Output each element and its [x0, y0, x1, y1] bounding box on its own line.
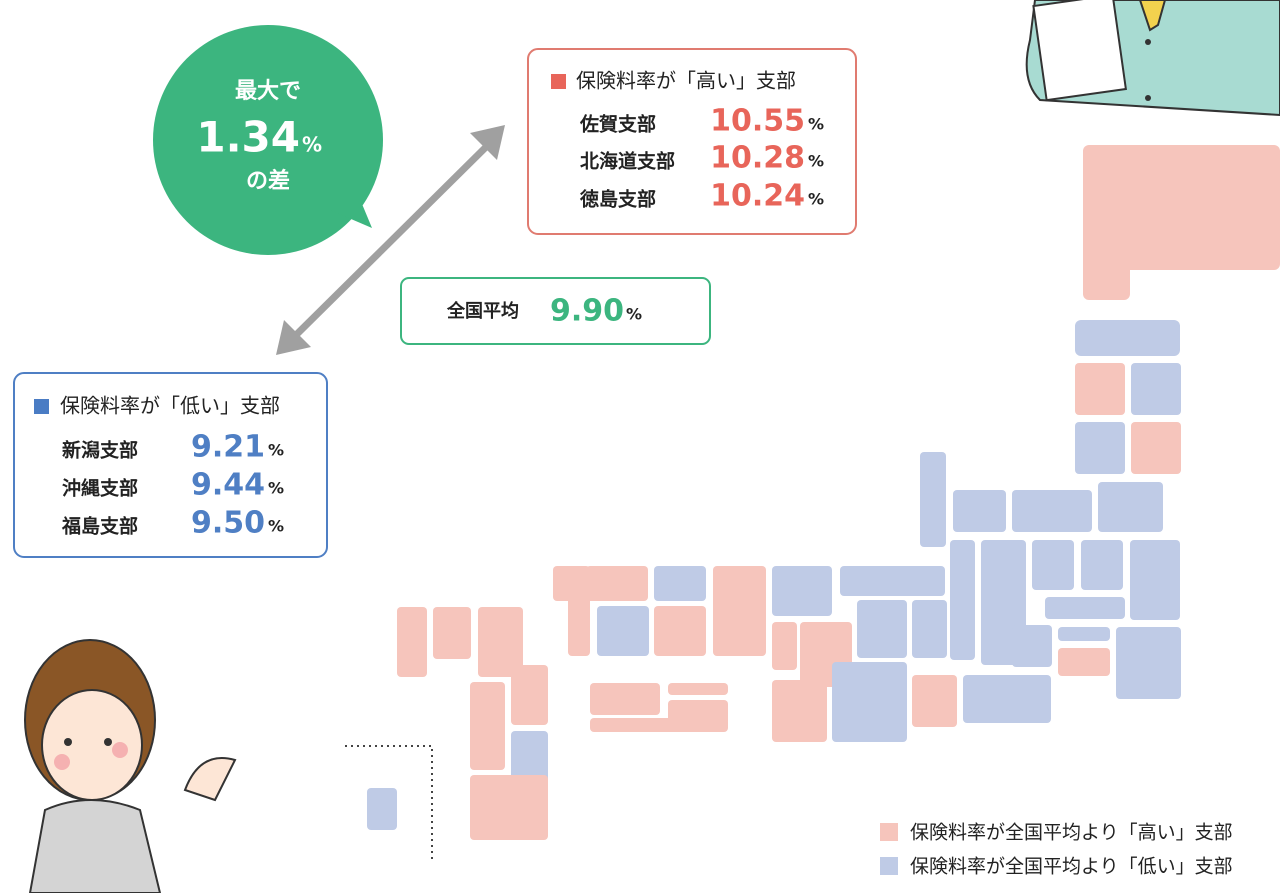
high-box: 保険料率が「高い」支部	[527, 48, 857, 235]
branch-unit: %	[808, 152, 824, 171]
low-box: 保険料率が「低い」支部	[13, 372, 328, 558]
callout-unit: %	[302, 133, 322, 157]
branch-rate: 10.24	[710, 179, 805, 214]
branch-unit: %	[268, 479, 284, 498]
branch-name: 沖縄支部	[62, 477, 138, 500]
difference-arrow	[276, 125, 505, 355]
branch-name: 新潟支部	[62, 439, 138, 462]
branch-unit: %	[268, 517, 284, 536]
low-title: 保険料率が「低い」支部	[60, 394, 280, 418]
branch-rate: 9.44	[191, 468, 265, 503]
branch-rate: 9.21	[191, 430, 265, 465]
branch-name: 佐賀支部	[579, 113, 656, 136]
average-label: 全国平均	[446, 300, 519, 322]
high-title: 保険料率が「高い」支部	[576, 69, 796, 93]
legend-high: 保険料率が全国平均より「高い」支部	[910, 822, 1233, 844]
average-unit: %	[626, 305, 642, 324]
japan-map	[345, 145, 1280, 862]
callout-line3: の差	[246, 168, 290, 194]
low-items: 新潟支部 9.21 % 沖縄支部 9.44 % 福島支部 9.50%	[61, 430, 284, 541]
branch-name: 徳島支部	[579, 188, 656, 211]
legend-low: 保険料率が全国平均より「低い」支部	[910, 856, 1233, 878]
branch-unit: %	[808, 115, 824, 134]
branch-unit: %	[268, 441, 284, 460]
branch-unit: %	[808, 190, 824, 209]
branch-rate: 10.28	[710, 141, 805, 176]
man-illustration	[1025, 0, 1280, 117]
legend: 保険料率が全国平均より「高い」支部 保険料率が全国平均より「低い」支部	[880, 822, 1233, 878]
branch-name: 北海道支部	[580, 150, 675, 173]
callout-value: 1.34	[196, 113, 300, 162]
branch-name: 福島支部	[61, 515, 138, 538]
average-box: 全国平均 9.90 %	[400, 277, 711, 345]
average-value: 9.90	[550, 294, 624, 329]
branch-rate: 10.55	[710, 104, 805, 139]
callout-bubble: 最大で 1.34 % の差	[153, 25, 383, 255]
woman-illustration	[24, 639, 237, 893]
branch-rate: 9.50	[191, 506, 265, 541]
callout-line1: 最大で	[235, 79, 301, 104]
high-items: 佐賀支部 10.55 % 北海道支部 10.28 % 徳島支部 10.24%	[579, 104, 824, 214]
